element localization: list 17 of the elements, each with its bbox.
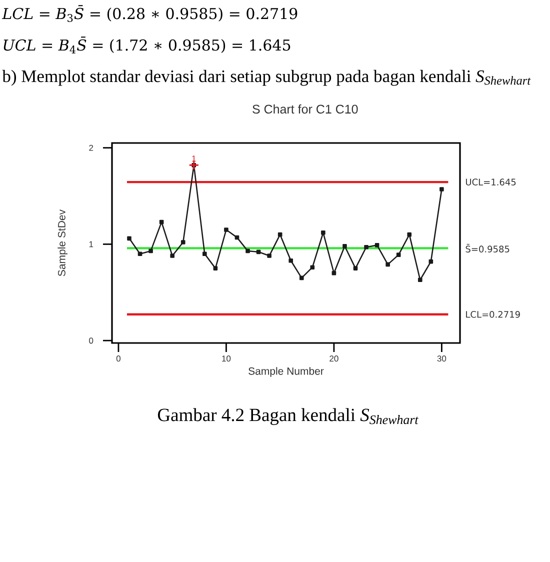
y-tick-label: 2 <box>89 144 94 151</box>
y-tick-label: 1 <box>89 241 94 248</box>
x-tick-label: 30 <box>437 356 446 362</box>
chart-title: S Chart for C1 C10 <box>252 104 358 114</box>
y-tick-label: 0 <box>89 338 94 344</box>
text: b) Memplot standar deviasi dari setiap subgrup pada bagan kendali S$_{Shewhart}$ <box>2 70 531 86</box>
y-axis-title: Sample StDev <box>58 210 68 276</box>
x-tick-label: 0 <box>116 356 120 362</box>
ref-line-label: UCL=1.645 <box>466 178 516 186</box>
x-tick-label: 10 <box>222 356 231 362</box>
text: LCL = B$_{3}$S̄ = (0.28 ∗ 0.9585) = 0.2719 <box>2 5 298 22</box>
ref-line-label: S̄=0.9585 <box>466 244 510 252</box>
text: Gambar 4.2 Bagan kendali S$_{Shewhart}$ <box>158 408 419 426</box>
x-axis-title: Sample Number <box>248 367 324 377</box>
x-tick-label: 20 <box>330 356 338 362</box>
ref-line-label: LCL=0.2719 <box>466 310 520 318</box>
text: UCL = B$_{4}$S̄ = (1.72 ∗ 0.9585) = 1.645 <box>4 36 290 54</box>
